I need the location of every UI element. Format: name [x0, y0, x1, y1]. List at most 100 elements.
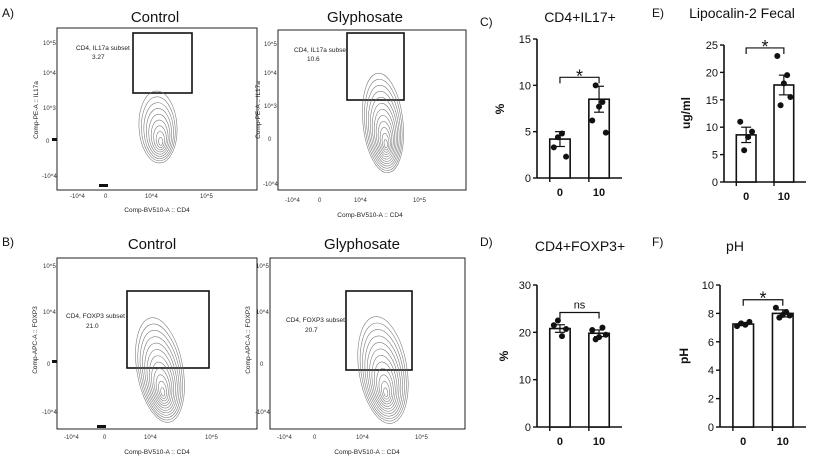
- contour-ring: [145, 108, 173, 157]
- y-tick-label: 10: [519, 80, 531, 92]
- data-point: [602, 129, 609, 136]
- bar: [588, 332, 611, 428]
- contour-ring: [373, 361, 396, 407]
- data-point: [550, 144, 557, 151]
- data-point: [602, 331, 609, 338]
- y-tick: -10^4: [263, 182, 278, 188]
- x-tick: -10^4: [70, 194, 85, 200]
- contour-ring: [377, 121, 393, 155]
- significance-bracket: [559, 311, 600, 319]
- flow-contours: [362, 72, 404, 174]
- y-tick-label: 30: [519, 280, 531, 292]
- significance-label: ns: [574, 300, 586, 312]
- y-tick: 10^3: [264, 104, 277, 110]
- chart-title: CD4+IL17+: [544, 9, 616, 25]
- flow-contours: [135, 317, 185, 423]
- contour-ring: [368, 90, 400, 167]
- gate-value: 10.6: [307, 56, 320, 63]
- data-point: [554, 317, 561, 324]
- contour-ring: [135, 317, 185, 423]
- contour-ring: [144, 342, 178, 414]
- contour-ring: [366, 342, 402, 415]
- y-tick: 10^4: [264, 71, 277, 77]
- data-point: [786, 312, 793, 319]
- contour-ring: [158, 137, 164, 146]
- flow-contours: [138, 90, 178, 164]
- chart-title: pH: [726, 238, 744, 254]
- data-point: [596, 334, 603, 341]
- x-tick: 10^4: [145, 194, 158, 200]
- contour-ring: [137, 323, 183, 421]
- significance-bracket: [559, 76, 600, 84]
- y-axis-label: ug/ml: [679, 97, 693, 129]
- y-tick: 0: [46, 139, 50, 145]
- contour-ring: [364, 335, 403, 417]
- gate-value: 21.0: [86, 323, 99, 330]
- flow-title: Glyphosate: [324, 236, 400, 253]
- y-tick-label: 0: [708, 422, 714, 434]
- bar: [732, 323, 755, 428]
- y-tick-label: 10: [706, 122, 718, 134]
- y-tick-label: 8: [708, 308, 714, 320]
- contour-ring: [139, 330, 182, 418]
- y-tick: 10^4: [43, 71, 56, 77]
- data-point: [596, 103, 603, 110]
- gate-value: 3.27: [92, 54, 105, 61]
- x-tick-label: 0: [740, 436, 746, 448]
- contour-ring: [371, 355, 398, 410]
- contour-ring: [158, 380, 167, 399]
- contour-ring: [141, 96, 176, 162]
- data-point: [774, 52, 781, 59]
- y-axis-label: %: [497, 350, 511, 361]
- y-tick-label: 20: [706, 67, 718, 79]
- significance-label: *: [759, 289, 766, 309]
- data-point: [745, 134, 752, 141]
- x-tick-label: 0: [557, 187, 563, 199]
- y-tick: 10^5: [264, 42, 277, 48]
- x-tick: 10^5: [415, 435, 428, 441]
- flow-plot-b-control: Control 10^5 10^4 0 -10^4 -10^4 0 10^4 1…: [32, 236, 258, 456]
- flow-x-label: Comp-BV510-A :: CD4: [124, 449, 190, 456]
- data-point: [741, 147, 748, 154]
- data-point: [737, 118, 744, 125]
- flow-x-label: Comp-BV510-A :: CD4: [334, 449, 400, 456]
- data-point: [749, 128, 756, 135]
- x-tick: -10^4: [277, 435, 292, 441]
- y-tick-label: 15: [519, 34, 531, 46]
- data-point: [787, 94, 794, 101]
- data-point: [599, 324, 606, 331]
- contour-ring: [362, 329, 405, 419]
- flow-x-label: Comp-BV510-A :: CD4: [124, 207, 190, 214]
- contour-ring: [357, 316, 409, 424]
- flow-plot-a-glyphosate: Glyphosate 10^5 10^4 10^3 0 -10^4 -10^4 …: [255, 9, 467, 219]
- gate-label: CD4, IL17a subset: [294, 47, 348, 54]
- y-tick: 0: [47, 362, 51, 368]
- contour-ring: [146, 349, 176, 411]
- y-axis-label: pH: [677, 348, 691, 364]
- flow-gate: [346, 32, 405, 101]
- bar-chart-f: pH pH 0 10 * 0 2 4 6 8 10: [677, 238, 806, 448]
- flow-x-label: Comp-BV510-A :: CD4: [337, 212, 403, 219]
- y-tick: -10^4: [42, 174, 57, 180]
- flow-y-label: Comp-PE-A :: IL17a: [255, 81, 262, 139]
- y-tick: 10^4: [43, 310, 56, 316]
- contour-ring: [369, 348, 400, 412]
- x-tick-label: 0: [743, 191, 749, 203]
- flow-y-label: Comp-APC-A :: FOXP3: [32, 306, 39, 374]
- y-tick-label: 6: [708, 337, 714, 349]
- contour-ring: [138, 90, 178, 164]
- contour-ring: [364, 78, 403, 171]
- flow-gate: [132, 32, 193, 94]
- significance-label: *: [761, 37, 768, 57]
- gate-value: 20.7: [305, 327, 318, 334]
- x-tick: -10^4: [64, 435, 79, 441]
- y-tick-label: 2: [708, 394, 714, 406]
- y-tick: -10^4: [255, 410, 270, 416]
- data-point: [784, 72, 791, 79]
- y-tick: 10^4: [256, 310, 269, 316]
- contour-ring: [381, 381, 390, 400]
- panel-label-a: A): [2, 6, 14, 20]
- significance-bracket: [742, 299, 784, 306]
- y-tick-label: 10: [702, 280, 714, 292]
- x-tick: 10^5: [205, 435, 218, 441]
